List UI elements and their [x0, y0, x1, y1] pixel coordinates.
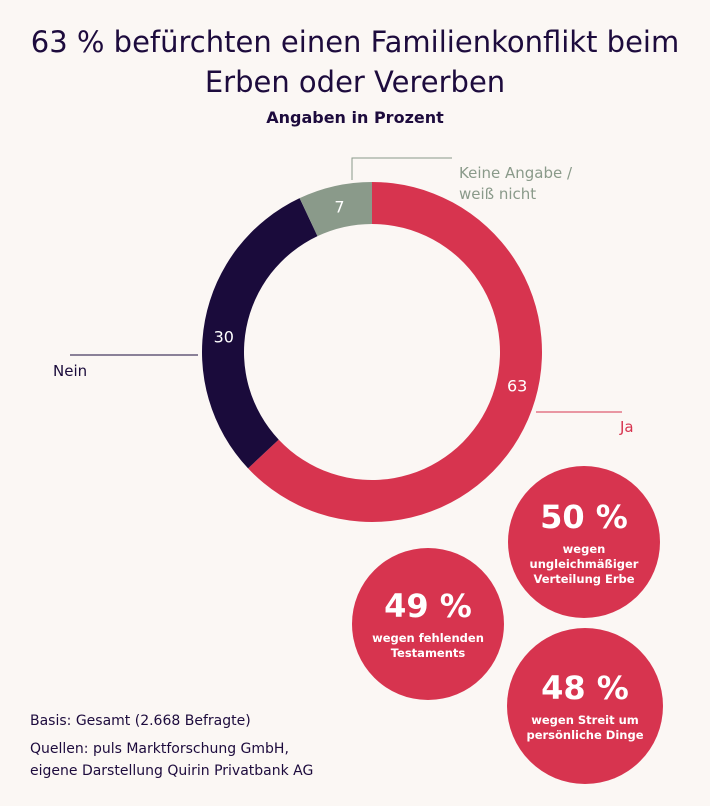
keine-angabe-category-label-line1: Keine Angabe / [459, 164, 573, 182]
slice-value-label: 7 [334, 198, 344, 217]
chart-title: 63 % befürchten einen Familienkonflikt b… [30, 25, 680, 99]
reason-text: wegen fehlenden Testaments [372, 631, 484, 660]
reason-percent: 48 % [541, 669, 629, 707]
reason-text: wegen ungleichmäßiger Verteilung Erbe [529, 541, 639, 586]
footer-sources-line2: eigene Darstellung Quirin Privatbank AG [30, 763, 314, 779]
donut-slice-1 [202, 198, 318, 469]
chart-footer: Basis: Gesamt (2.668 Befragte) Quellen: … [30, 710, 313, 782]
chart-subtitle: Angaben in Prozent [266, 108, 444, 127]
donut-slice-0 [248, 182, 542, 522]
reason-text: wegen Streit um persönliche Dinge [526, 713, 644, 742]
slice-value-label: 63 [507, 377, 527, 396]
reason-percent: 49 % [384, 587, 472, 625]
footer-sources-line1: Quellen: puls Marktforschung GmbH, [30, 741, 289, 757]
ja-category-label: Ja [619, 418, 634, 436]
reason-percent: 50 % [540, 497, 628, 536]
nein-category-label: Nein [53, 362, 87, 380]
donut-slice-2 [299, 182, 372, 237]
reason-bubble-missing-will: 49 % wegen fehlenden Testaments [352, 548, 504, 700]
reason-bubble-personal-items: 48 % wegen Streit um persönliche Dinge [507, 628, 663, 784]
slice-value-label: 30 [214, 327, 234, 346]
reason-bubble-uneven-distribution: 50 % wegen ungleichmäßiger Verteilung Er… [508, 466, 660, 618]
footer-basis: Basis: Gesamt (2.668 Befragte) [30, 713, 251, 729]
keine-angabe-leader-line [351, 157, 452, 180]
keine-angabe-category-label-line2: weiß nicht [459, 185, 536, 203]
